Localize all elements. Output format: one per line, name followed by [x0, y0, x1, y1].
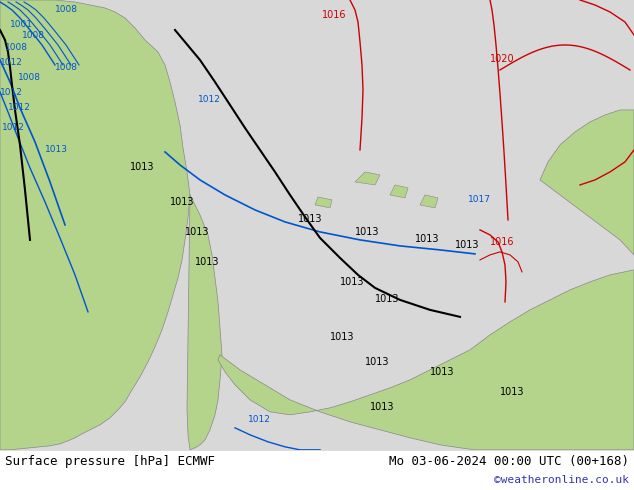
Text: 1013: 1013: [415, 234, 439, 244]
Text: 1013: 1013: [330, 332, 354, 342]
Polygon shape: [218, 270, 634, 450]
Text: 1013: 1013: [500, 387, 524, 397]
Text: 1016: 1016: [490, 237, 515, 247]
Text: 1013: 1013: [340, 277, 365, 287]
Text: 1013: 1013: [375, 294, 399, 304]
Text: 1013: 1013: [355, 227, 380, 237]
Polygon shape: [0, 0, 190, 450]
Polygon shape: [187, 195, 222, 450]
Polygon shape: [540, 110, 634, 255]
Text: 1013: 1013: [365, 357, 389, 367]
Text: 1008: 1008: [55, 63, 78, 72]
Text: 1016: 1016: [322, 10, 347, 20]
Text: 1013: 1013: [370, 402, 394, 412]
Text: 1008: 1008: [5, 43, 28, 52]
Text: 1013: 1013: [45, 145, 68, 154]
Text: 1012: 1012: [0, 58, 23, 67]
Polygon shape: [420, 195, 438, 208]
Text: 1013: 1013: [455, 240, 479, 250]
Text: 1013: 1013: [430, 367, 455, 377]
Text: 1008: 1008: [18, 73, 41, 82]
Text: 1012: 1012: [0, 88, 23, 97]
Polygon shape: [390, 185, 408, 198]
Text: 1013: 1013: [170, 197, 195, 207]
Text: 1013: 1013: [185, 227, 209, 237]
Text: Mo 03-06-2024 00:00 UTC (00+168): Mo 03-06-2024 00:00 UTC (00+168): [389, 455, 629, 468]
Text: 1008: 1008: [55, 5, 78, 14]
Text: 1013: 1013: [298, 214, 323, 224]
Text: ©weatheronline.co.uk: ©weatheronline.co.uk: [494, 475, 629, 485]
Text: 1012: 1012: [2, 123, 25, 132]
Text: 1001: 1001: [10, 20, 33, 29]
Text: Surface pressure [hPa] ECMWF: Surface pressure [hPa] ECMWF: [5, 455, 215, 468]
Text: 1020: 1020: [490, 54, 515, 64]
Text: 1012: 1012: [8, 103, 31, 112]
Text: 1012: 1012: [248, 415, 271, 424]
Text: 1013: 1013: [195, 257, 219, 267]
Text: 1008: 1008: [22, 31, 45, 40]
Polygon shape: [355, 172, 380, 185]
Text: 1012: 1012: [198, 95, 221, 104]
Text: 1017: 1017: [468, 195, 491, 204]
Polygon shape: [315, 197, 332, 208]
Text: 1013: 1013: [130, 162, 155, 172]
